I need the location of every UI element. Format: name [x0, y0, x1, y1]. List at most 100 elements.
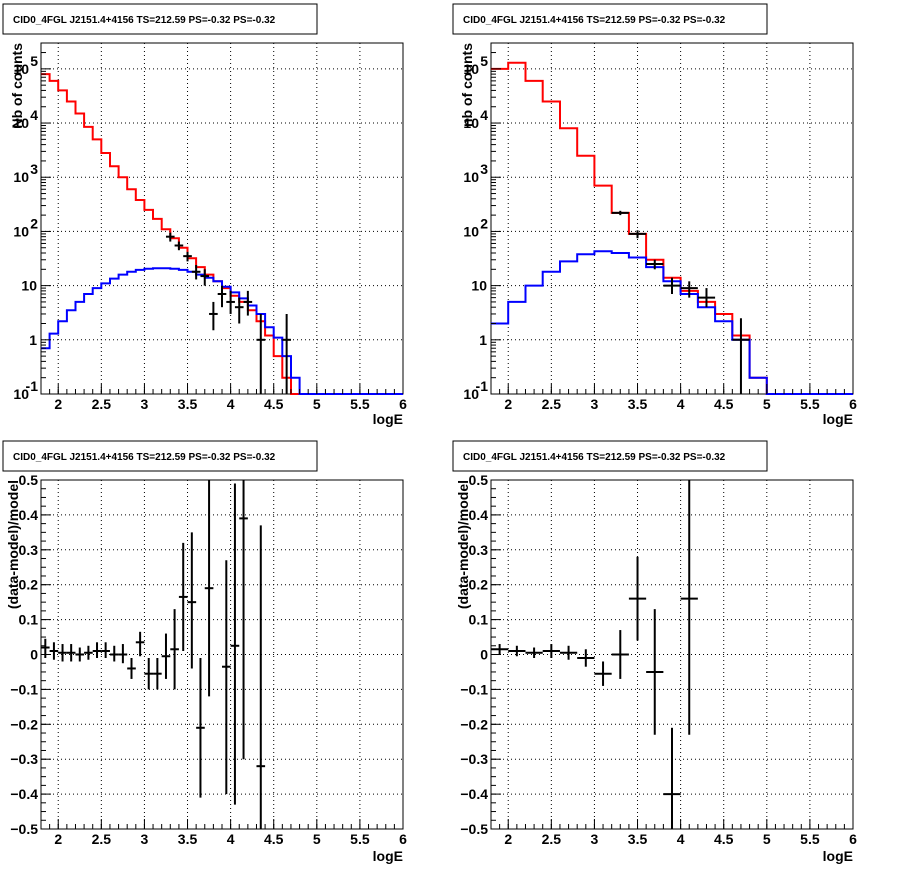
title-box — [2, 3, 318, 35]
x-tick-label: 2 — [504, 396, 512, 412]
y-tick-exponent: 4 — [480, 107, 488, 123]
y-tick-label: 0.4 — [19, 507, 39, 523]
x-tick-label: 2.5 — [542, 396, 562, 412]
y-tick-label: 10 — [13, 386, 29, 402]
x-tick-label: 2 — [54, 831, 62, 847]
y-tick-label: 0.3 — [19, 542, 39, 558]
y-tick-label: 0.1 — [19, 612, 39, 628]
y-tick-label: −0.5 — [460, 821, 488, 837]
x-ticks: 2 2.5 3 3.5 4 4.5 5 5.5 6 — [490, 819, 857, 847]
y-tick-exponent: 3 — [480, 161, 488, 177]
data-points — [165, 232, 291, 394]
y-tick-label: 10 — [471, 278, 487, 294]
y-tick-label: −0.1 — [10, 681, 38, 697]
histograms — [41, 73, 403, 395]
x-axis-label: logE — [823, 411, 853, 427]
data-points — [611, 210, 750, 394]
x-tick-label: 3 — [591, 831, 599, 847]
grid — [491, 43, 853, 394]
x-tick-label: 4.5 — [714, 396, 734, 412]
x-tick-label: 3 — [141, 831, 149, 847]
y-tick-label: −0.1 — [460, 681, 488, 697]
y-tick-label: −0.3 — [10, 751, 38, 767]
y-tick-exponent: 5 — [480, 53, 488, 69]
y-tick-label: −0.3 — [460, 751, 488, 767]
x-tick-label: 6 — [849, 831, 857, 847]
x-ticks: 2 2.5 3 3.5 4 4.5 5 5.5 6 — [490, 384, 857, 412]
title: CID0_4FGL J2151.4+4156 TS=212.59 PS=-0.3… — [13, 452, 276, 463]
y-tick-label: 10 — [21, 278, 37, 294]
x-tick-label: 4.5 — [714, 831, 734, 847]
x-axis-label: logE — [373, 848, 403, 864]
y-tick-label: 0 — [30, 647, 38, 663]
y-tick-label: 0.1 — [469, 612, 489, 628]
x-tick-label: 4.5 — [264, 831, 284, 847]
y-tick-exponent: 5 — [30, 53, 38, 69]
y-tick-label: 10 — [463, 386, 479, 402]
title: CID0_4FGL J2151.4+4156 TS=212.59 PS=-0.3… — [13, 15, 276, 26]
grid — [41, 480, 403, 829]
data-points — [491, 480, 698, 829]
y-tick-label: 10 — [13, 169, 29, 185]
title-box — [2, 440, 318, 472]
y-tick-label: 0.3 — [469, 542, 489, 558]
panel-top-left: CID0_4FGL J2151.4+4156 TS=212.59 PS=-0.3… — [2, 3, 407, 427]
plot-frame — [40, 42, 404, 395]
title-box — [452, 3, 768, 35]
y-tick-exponent: 2 — [30, 215, 38, 231]
y-tick-exponent: -1 — [26, 378, 39, 394]
y-tick-label: 10 — [13, 61, 29, 77]
x-tick-label: 4.5 — [264, 396, 284, 412]
y-tick-label: 10 — [13, 115, 29, 131]
x-tick-label: 3.5 — [628, 831, 648, 847]
panel-bottom-right: CID0_4FGL J2151.4+4156 TS=212.59 PS=-0.3… — [452, 440, 857, 864]
y-tick-label: −0.2 — [10, 716, 38, 732]
x-axis-label: logE — [373, 411, 403, 427]
panel-top-right: CID0_4FGL J2151.4+4156 TS=212.59 PS=-0.3… — [452, 3, 857, 427]
y-axis-label: (data-model)/model — [455, 480, 471, 609]
y-tick-label: −0.2 — [460, 716, 488, 732]
y-axis-label: (data-model)/model — [5, 480, 21, 609]
y-tick-label: 0.5 — [19, 472, 39, 488]
x-tick-label: 6 — [399, 831, 407, 847]
plot-frame — [490, 42, 854, 395]
x-ticks: 2 2.5 3 3.5 4 4.5 5 5.5 6 — [40, 384, 407, 412]
x-tick-label: 2.5 — [542, 831, 562, 847]
y-ticks: −0.5 −0.4 −0.3 −0.2 −0.1 0 0.1 0.2 0.3 0.4 0.5 — [460, 472, 501, 837]
title: CID0_4FGL J2151.4+4156 TS=212.59 PS=-0.3… — [463, 452, 726, 463]
y-tick-label: −0.5 — [10, 821, 38, 837]
data-points — [41, 480, 266, 829]
x-tick-label: 5.5 — [350, 831, 370, 847]
y-tick-exponent: -1 — [476, 378, 489, 394]
x-tick-label: 5 — [313, 396, 321, 412]
x-tick-label: 5 — [763, 396, 771, 412]
y-tick-exponent: 4 — [30, 107, 38, 123]
y-tick-label: 0.2 — [19, 577, 39, 593]
x-axis-label: logE — [823, 848, 853, 864]
x-tick-label: 2 — [54, 396, 62, 412]
x-tick-label: 5 — [313, 831, 321, 847]
y-axis-label: nb of counts — [459, 43, 475, 127]
y-tick-label: 10 — [13, 223, 29, 239]
x-tick-label: 6 — [399, 396, 407, 412]
y-tick-label: −0.4 — [10, 786, 38, 802]
x-tick-label: 3 — [591, 396, 599, 412]
y-tick-exponent: 2 — [480, 215, 488, 231]
y-tick-label: −0.4 — [460, 786, 488, 802]
y-tick-label: 10 — [463, 223, 479, 239]
y-tick-exponent: 3 — [30, 161, 38, 177]
x-tick-label: 3 — [141, 396, 149, 412]
x-tick-label: 6 — [849, 396, 857, 412]
y-tick-label: 0.4 — [469, 507, 489, 523]
y-tick-label: 0 — [480, 647, 488, 663]
y-tick-label: 1 — [479, 332, 487, 348]
x-ticks: 2 2.5 3 3.5 4 4.5 5 5.5 6 — [40, 819, 407, 847]
x-tick-label: 5 — [763, 831, 771, 847]
x-tick-label: 3.5 — [178, 396, 198, 412]
histogram-line — [41, 267, 403, 395]
y-tick-label: 10 — [463, 115, 479, 131]
x-tick-label: 2 — [504, 831, 512, 847]
